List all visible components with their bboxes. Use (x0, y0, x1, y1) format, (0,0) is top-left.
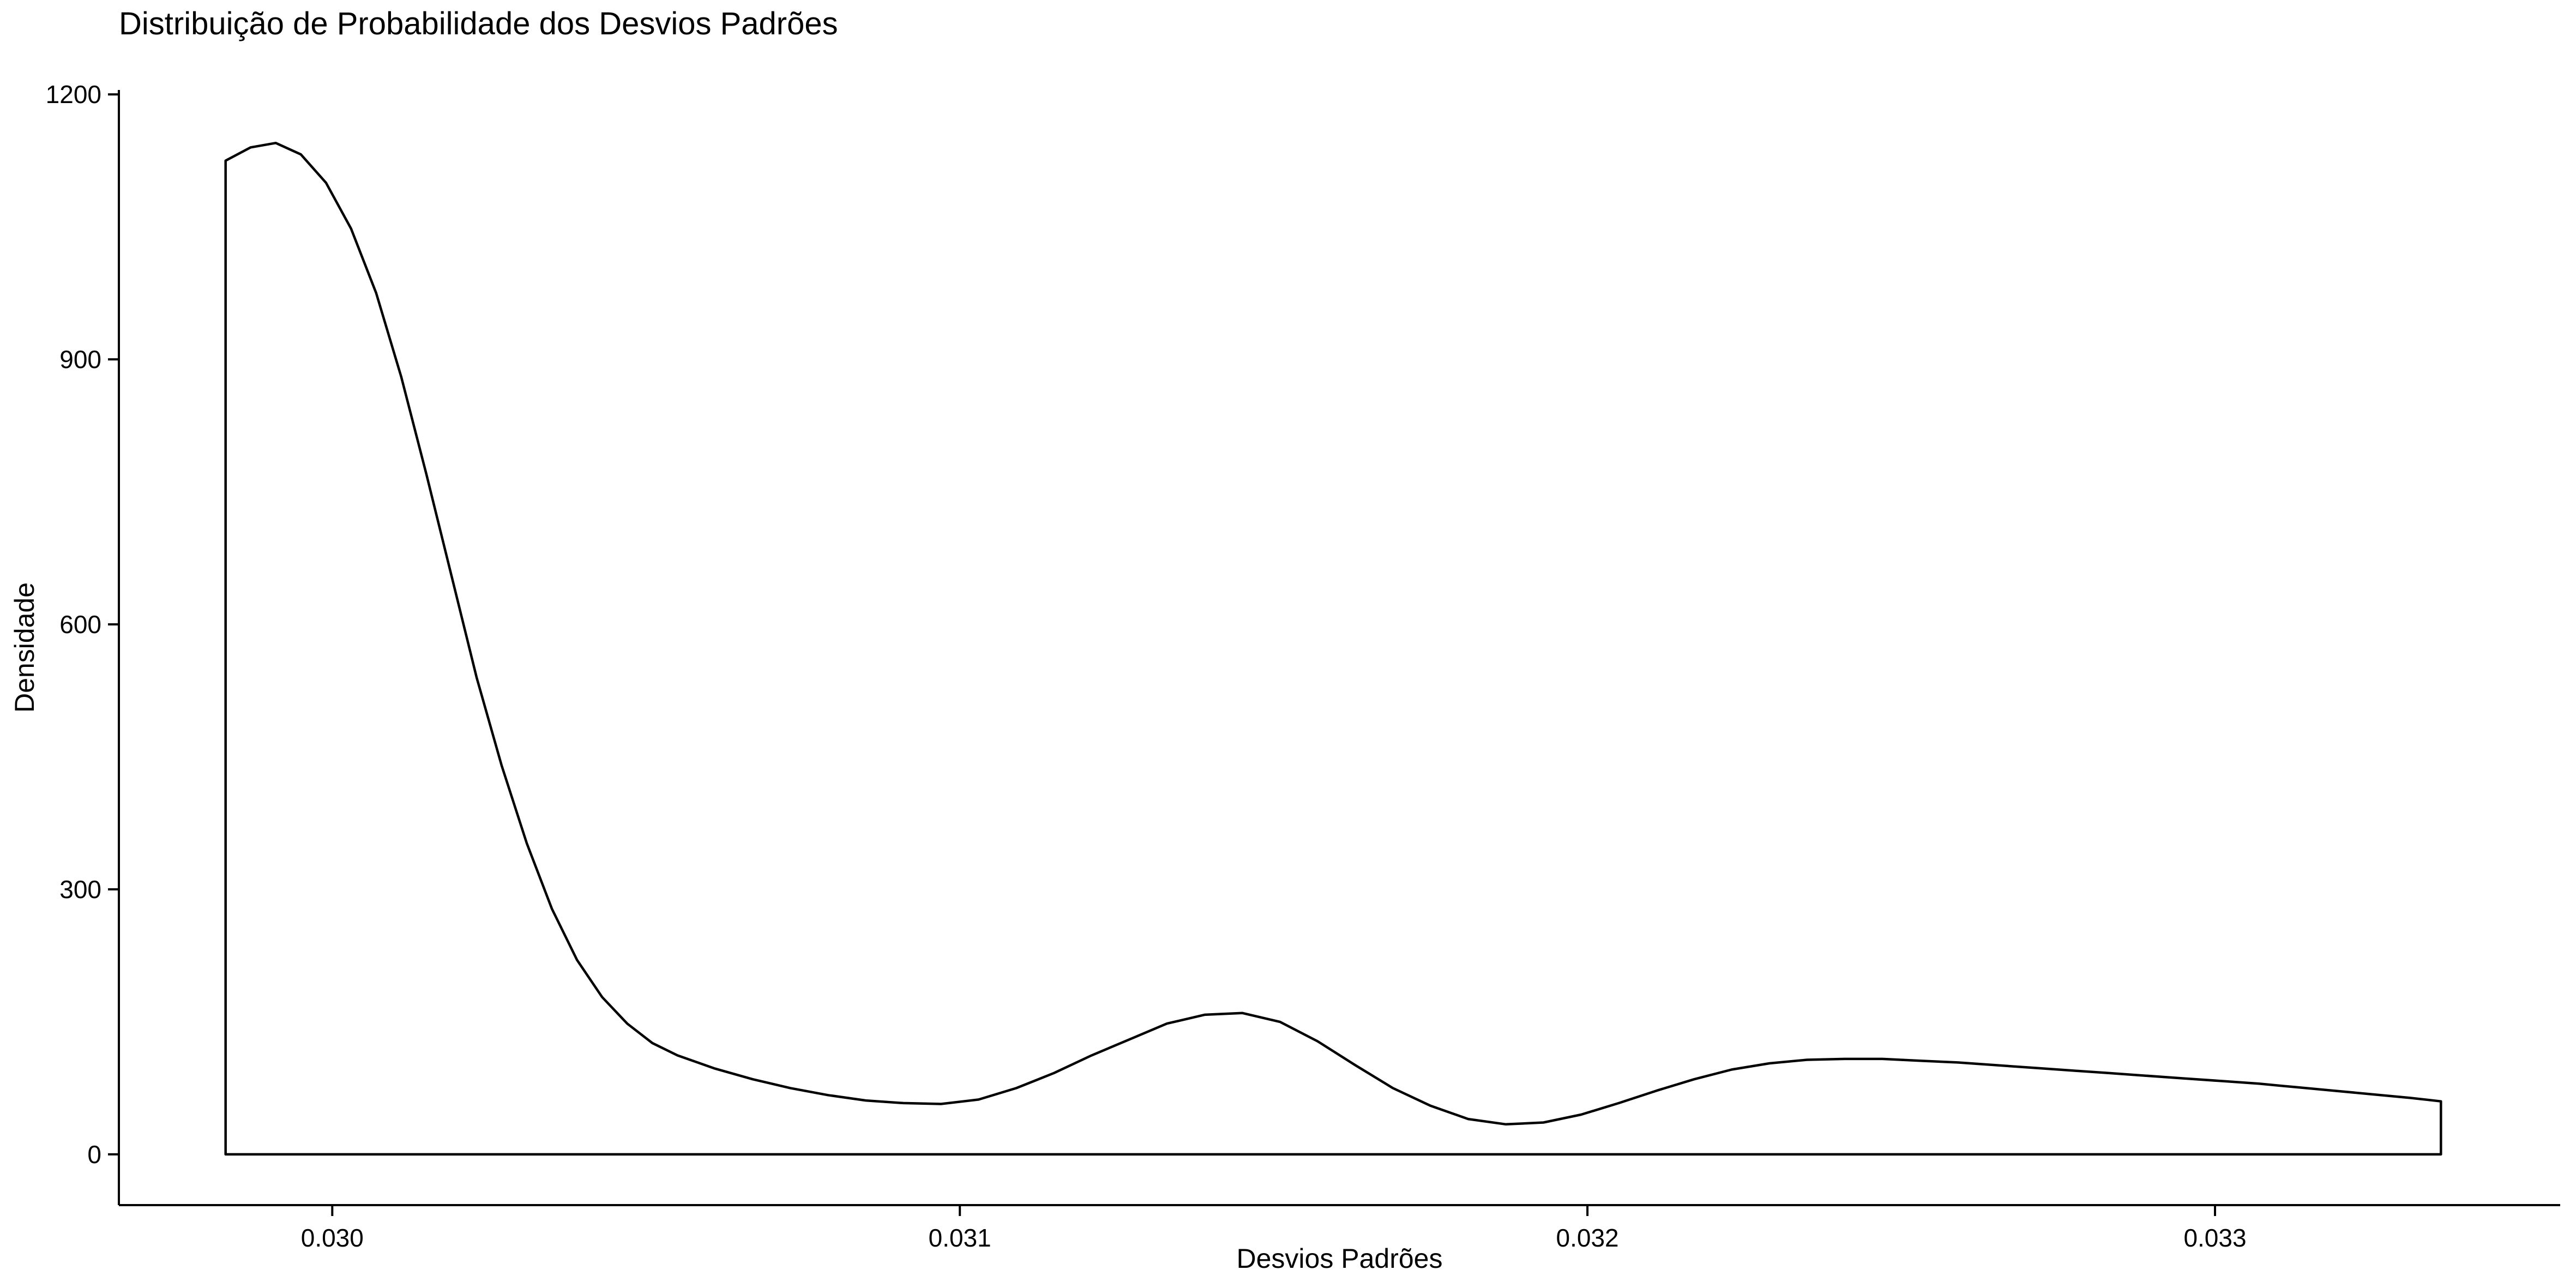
x-tick-label: 0.032 (1556, 1224, 1619, 1252)
x-axis-title: Desvios Padrões (1237, 1243, 1443, 1274)
chart-title: Distribuição de Probabilidade dos Desvio… (119, 6, 838, 41)
x-tick-label: 0.031 (929, 1224, 991, 1252)
density-area (224, 141, 2442, 1156)
plot-area (224, 141, 2442, 1156)
y-tick-label: 0 (87, 1140, 101, 1169)
axes: 0 300 600 900 1200 0.030 0.031 0.032 0.033 (46, 80, 2560, 1252)
y-tick-label: 1200 (46, 80, 101, 109)
y-tick-label: 600 (59, 610, 101, 639)
x-tick-label: 0.030 (301, 1224, 364, 1252)
x-tick-label: 0.033 (2183, 1224, 2246, 1252)
y-axis-title: Densidade (9, 582, 40, 713)
y-tick-label: 300 (59, 875, 101, 904)
y-tick-label: 900 (59, 345, 101, 374)
